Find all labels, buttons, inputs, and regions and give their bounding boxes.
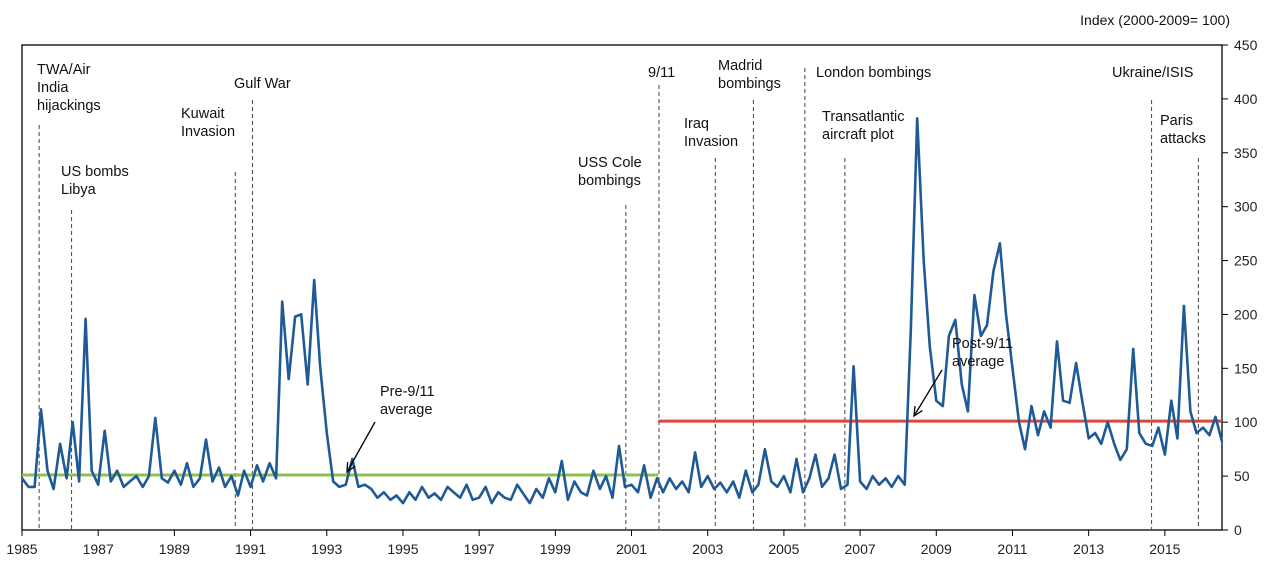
- y-tick-label: 350: [1234, 145, 1258, 161]
- annotation-label: TWA/Air India hijackings: [37, 62, 101, 114]
- y-tick-label: 300: [1234, 199, 1258, 215]
- y-tick-label: 200: [1234, 306, 1258, 322]
- index-series-line: [20, 117, 1224, 505]
- annotation-label: US bombs Libya: [61, 164, 129, 198]
- series-layer: [20, 117, 1224, 505]
- y-tick-label: 450: [1234, 37, 1258, 53]
- annotation-label: Kuwait Invasion: [181, 106, 235, 140]
- x-tick-label: 1991: [235, 541, 266, 557]
- annotation-label: Madrid bombings: [718, 58, 781, 92]
- x-tick-label: 1985: [6, 541, 37, 557]
- annotation-label: 9/11: [648, 65, 675, 81]
- annotation-label: Ukraine/ISIS: [1112, 65, 1193, 81]
- annotation-label: Paris attacks: [1160, 113, 1206, 147]
- x-tick-label: 1999: [540, 541, 571, 557]
- x-tick-label: 2015: [1149, 541, 1180, 557]
- x-tick-label: 1989: [159, 541, 190, 557]
- annotation-label: Iraq Invasion: [684, 116, 738, 150]
- y-tick-label: 150: [1234, 360, 1258, 376]
- plot-frame: [21, 44, 1223, 531]
- annotation-label: Post-9/11 average: [952, 336, 1013, 370]
- y-axis-right: 0 50 100 150 200 250 300 350 400 450: [1222, 37, 1258, 538]
- x-tick-label: 2001: [616, 541, 647, 557]
- arrow-head: [913, 405, 923, 418]
- units-label: Index (2000-2009= 100): [1080, 12, 1230, 28]
- x-tick-label: 2009: [921, 541, 952, 557]
- annotation-label: Gulf War: [234, 76, 291, 92]
- x-tick-label: 2011: [997, 541, 1027, 557]
- x-axis: 1985 1987 1989 1991 1993 1995 1997 1999 2001 2003…: [6, 530, 1181, 557]
- post-average-arrow: [913, 369, 943, 417]
- x-tick-label: 2007: [845, 541, 876, 557]
- x-tick-label: 1995: [387, 541, 418, 557]
- x-tick-label: 2013: [1073, 541, 1104, 557]
- x-tick-label: 2005: [768, 541, 799, 557]
- annotation-label: Pre-9/11 average: [380, 384, 435, 418]
- y-tick-label: 0: [1234, 522, 1242, 538]
- pre-average-arrow: [346, 421, 376, 473]
- arrow-head: [346, 461, 356, 474]
- y-tick-label: 50: [1234, 468, 1250, 484]
- y-tick-label: 250: [1234, 253, 1258, 269]
- x-tick-label: 1993: [311, 541, 342, 557]
- event-markers: [38, 68, 1199, 530]
- x-tick-label: 1997: [464, 541, 495, 557]
- annotation-label: Transatlantic aircraft plot: [822, 109, 904, 143]
- y-tick-label: 400: [1234, 91, 1258, 107]
- x-tick-label: 2003: [692, 541, 723, 557]
- y-tick-label: 100: [1234, 414, 1258, 430]
- x-tick-label: 1987: [83, 541, 114, 557]
- annotation-label: London bombings: [816, 65, 931, 81]
- annotation-label: USS Cole bombings: [578, 155, 642, 189]
- annotations: TWA/Air India hijackings US bombs Libya Kuwai…: [37, 58, 1206, 474]
